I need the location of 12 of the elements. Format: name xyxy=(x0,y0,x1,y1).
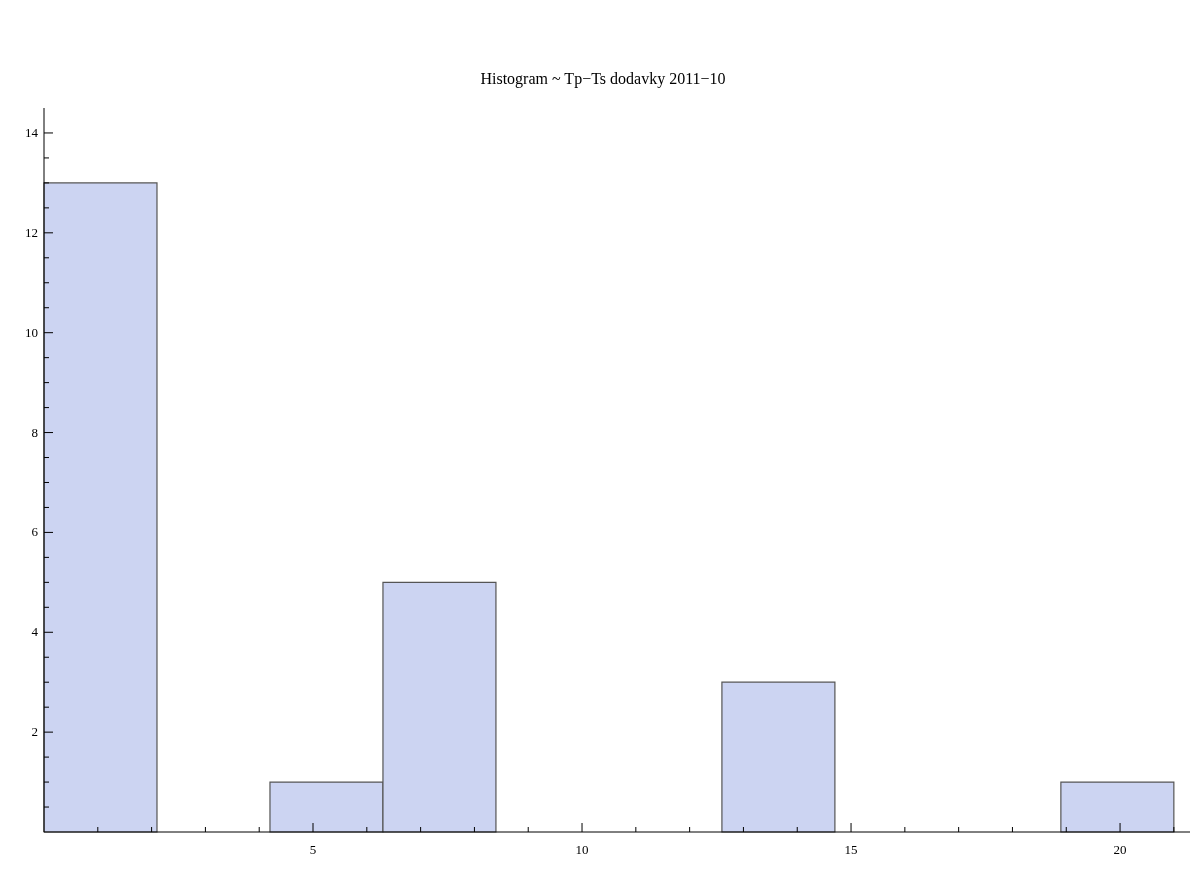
chart-title: Histogram ~ Tp−Ts dodavky 2011−10 xyxy=(479,70,727,88)
x-tick-label: 5 xyxy=(309,842,317,857)
y-tick-label: 2 xyxy=(31,724,38,740)
y-tick-label: 14 xyxy=(25,124,39,140)
x-tick-label: 15 xyxy=(844,842,858,857)
x-tick-label: 10 xyxy=(575,842,589,857)
x-tick-label: 20 xyxy=(1113,842,1127,857)
y-tick-label: 6 xyxy=(31,524,39,540)
y-tick-label: 4 xyxy=(31,624,39,640)
y-tick-label: 10 xyxy=(25,324,38,340)
y-tick-label: 12 xyxy=(25,224,38,240)
y-tick-label: 8 xyxy=(31,424,38,440)
